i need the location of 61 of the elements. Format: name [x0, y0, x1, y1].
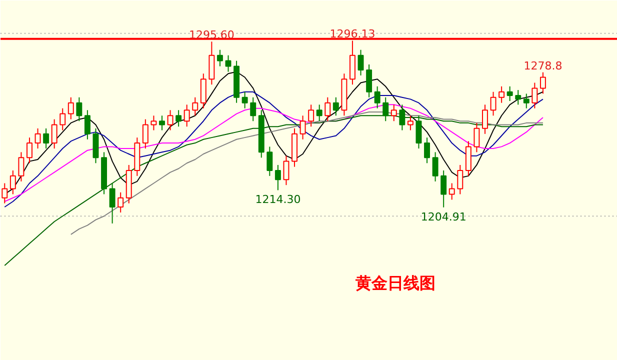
candlestick: [374, 86, 380, 109]
candlestick: [10, 170, 16, 195]
candlestick: [432, 152, 438, 182]
candlestick: [300, 115, 306, 140]
candlestick: [60, 108, 66, 131]
candlestick: [167, 110, 174, 131]
candlestick: [184, 104, 190, 128]
candlestick: [43, 128, 50, 150]
candlestick: [26, 137, 32, 164]
annotation: 1278.8: [524, 59, 562, 72]
candlestick: [498, 86, 505, 104]
candlestick: [482, 104, 488, 134]
candlestick: [200, 73, 206, 109]
candlestick: [142, 118, 148, 150]
annotation: 1214.30: [255, 193, 301, 206]
text: 黄金日线图: [354, 274, 436, 292]
candlestick: [382, 96, 389, 122]
annotation: 1204.91: [420, 210, 466, 224]
candlestick: [465, 140, 472, 176]
candlestick: [242, 91, 248, 109]
candlestick: [399, 104, 406, 131]
annotation: 1296.13: [330, 28, 376, 41]
candlestick: [490, 91, 496, 116]
candlestick: [216, 49, 223, 67]
candlestick: [506, 86, 513, 102]
candlestick: [84, 110, 90, 140]
candlestick: [540, 72, 546, 94]
candlestick: [250, 96, 256, 122]
candlestick: [523, 93, 530, 109]
candlestick: [324, 96, 331, 122]
candlestick: [34, 128, 41, 150]
candlestick: [266, 146, 273, 176]
candlestick: [192, 96, 198, 116]
candlestick: [448, 182, 455, 200]
candlestick: [176, 110, 182, 128]
candlestick: [407, 115, 414, 131]
candlestick: [68, 96, 74, 120]
candlestick: [440, 170, 447, 208]
candlestick: [51, 118, 58, 150]
candlestick: [390, 104, 397, 122]
candlestick: [308, 104, 314, 128]
candlestick: [316, 104, 322, 122]
candlestick: [274, 164, 281, 191]
candlestick: [18, 152, 24, 182]
candlestick: [332, 96, 339, 116]
candlestick: [474, 122, 480, 153]
candlestick: [532, 82, 538, 109]
candlestick: [358, 49, 364, 76]
candlestick: [416, 115, 422, 150]
candlestick: [76, 96, 82, 122]
candlestick: [457, 164, 464, 195]
candlestick: [118, 192, 124, 213]
candlestick: [515, 90, 522, 106]
candlestick: [92, 128, 99, 164]
candlestick: [424, 137, 430, 164]
candlestick: [225, 54, 232, 72]
candlestick: [109, 182, 116, 224]
candlestick: [150, 115, 157, 131]
candlestick: [283, 155, 290, 186]
candlestick: [159, 115, 165, 131]
candlestick: [366, 64, 372, 98]
